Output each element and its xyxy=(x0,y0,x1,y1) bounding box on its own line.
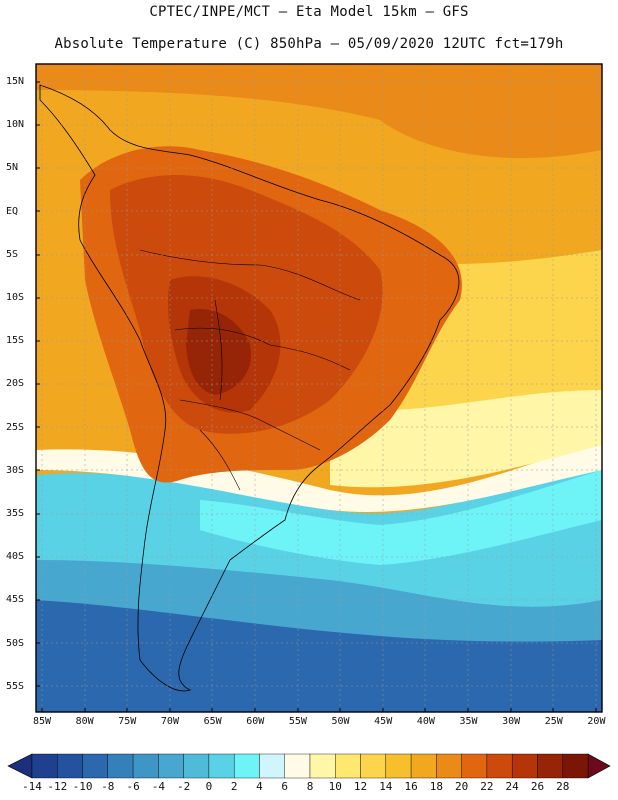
latitude-label: 20S xyxy=(6,378,25,390)
colorbar xyxy=(7,753,611,779)
colorbar-label: 28 xyxy=(556,780,570,793)
longitude-label: 50W xyxy=(331,716,350,727)
longitude-label: 85W xyxy=(32,716,52,727)
colorbar-swatch xyxy=(183,753,210,779)
coastline xyxy=(39,84,460,692)
colorbar-under-arrow xyxy=(7,753,33,779)
latitude-label: 25S xyxy=(6,421,25,433)
longitude-label: 75W xyxy=(118,716,137,727)
colorbar-swatch xyxy=(132,753,159,779)
colorbar-swatch xyxy=(208,753,235,779)
longitude-label: 55W xyxy=(288,716,307,727)
longitude-label: 40W xyxy=(416,716,435,727)
colorbar-swatch xyxy=(31,753,58,779)
colorbar-swatch xyxy=(233,753,260,779)
colorbar-swatch xyxy=(158,753,184,779)
colorbar-label: 8 xyxy=(306,780,314,793)
latitude-label: 35S xyxy=(6,508,25,519)
colorbar-label: -6 xyxy=(126,780,140,793)
latitude-label: 5N xyxy=(6,162,19,174)
latitude-label: 55S xyxy=(6,680,25,692)
chart-title-line2: Absolute Temperature (C) 850hPa – 05/09/… xyxy=(54,36,564,52)
colorbar-label: 12 xyxy=(353,780,368,793)
colorbar-label: -4 xyxy=(151,780,165,793)
colorbar-swatch xyxy=(436,753,462,779)
map-frame xyxy=(35,63,603,713)
colorbar-swatch xyxy=(537,753,563,779)
colorbar-label: 22 xyxy=(480,780,494,793)
colorbar-swatch xyxy=(562,753,589,779)
colorbar-swatch xyxy=(107,753,134,779)
country-borders xyxy=(139,249,361,491)
longitude-label: 65W xyxy=(203,716,222,727)
colorbar-swatch xyxy=(284,753,311,779)
latitude-label: 10S xyxy=(6,292,25,303)
latitude-label: 30S xyxy=(6,464,25,476)
colorbar-label: 16 xyxy=(404,780,418,793)
colorbar-swatch xyxy=(335,753,361,779)
colorbar-swatch xyxy=(309,753,336,779)
longitude-label: 20W xyxy=(587,716,606,727)
axis-ticks xyxy=(36,81,597,712)
longitude-label: 80W xyxy=(75,716,94,727)
latitude-label: 50S xyxy=(6,637,25,649)
latitude-label: 10N xyxy=(6,119,25,131)
colorbar-label: -12 xyxy=(47,780,68,793)
latitude-label: 15N xyxy=(6,76,25,87)
longitude-label: 35W xyxy=(459,716,478,727)
latitude-label: 45S xyxy=(6,594,25,606)
longitude-label: 45W xyxy=(374,716,393,727)
longitude-label: 70W xyxy=(160,716,179,727)
colorbar-label: 26 xyxy=(530,780,545,793)
colorbar-label: -2 xyxy=(177,780,191,793)
colorbar-swatch xyxy=(82,753,109,779)
colorbar-label: -10 xyxy=(72,780,93,793)
colorbar-swatch xyxy=(360,753,387,779)
colorbar-label: -8 xyxy=(101,780,115,793)
longitude-label: 25W xyxy=(544,716,563,727)
colorbar-label: 14 xyxy=(379,780,393,793)
latitude-label: EQ xyxy=(6,205,19,217)
colorbar-swatch xyxy=(486,753,513,779)
longitude-label: 30W xyxy=(502,716,521,727)
latitude-label: 15S xyxy=(6,335,25,347)
continent-peak xyxy=(186,309,251,395)
colorbar-label: 18 xyxy=(429,780,443,793)
field-band-light xyxy=(200,470,602,565)
latitude-label: 5S xyxy=(6,248,19,260)
colorbar-swatch xyxy=(385,753,412,779)
colorbar-label: 10 xyxy=(328,780,342,793)
field-band-south-blue xyxy=(36,600,602,712)
colorbar-label: 4 xyxy=(256,780,263,793)
longitude-label: 60W xyxy=(246,716,265,727)
colorbar-swatch xyxy=(461,753,488,779)
colorbar-swatch xyxy=(511,753,538,779)
colorbar-swatch xyxy=(410,753,437,779)
colorbar-label: -14 xyxy=(22,780,42,793)
latitude-label: 40S xyxy=(6,551,25,563)
colorbar-label: 2 xyxy=(230,780,238,793)
colorbar-label: 6 xyxy=(281,780,289,793)
field-band-north xyxy=(36,64,602,159)
colorbar-swatch xyxy=(259,753,285,779)
chart-title-line1: CPTEC/INPE/MCT – Eta Model 15km – GFS xyxy=(149,4,469,20)
colorbar-label: 20 xyxy=(455,780,469,793)
colorbar-over-arrow xyxy=(587,753,611,779)
colorbar-swatch xyxy=(57,753,83,779)
colorbar-label: 24 xyxy=(505,780,519,793)
colorbar-label: 0 xyxy=(205,780,213,793)
